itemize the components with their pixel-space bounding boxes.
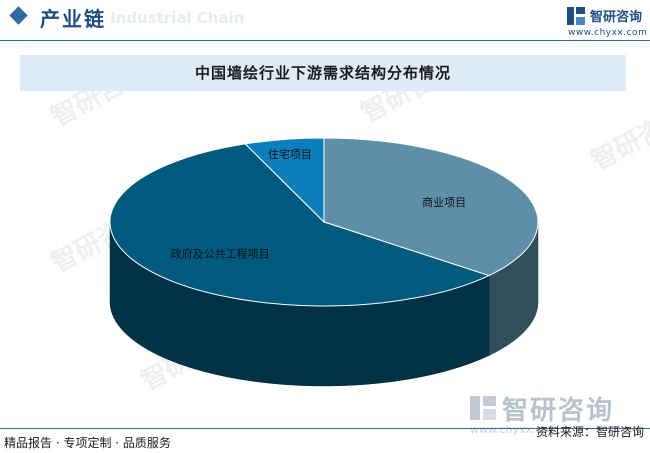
section-title: 产业链 [40, 7, 106, 31]
logo-url: www.chyxx.com [568, 28, 648, 38]
slice-label: 住宅项目 [268, 147, 312, 161]
footer-url-watermark: www.chyxx.com [470, 423, 560, 436]
pie-slice-1 [109, 143, 491, 307]
logo: 智研咨询 www.chyxx.com [566, 4, 648, 40]
pie-slice-0 [323, 137, 539, 277]
header-ghost-text: Industrial Chain [110, 9, 245, 27]
slice-label: 商业项目 [422, 195, 466, 209]
header: Industrial Chain 产业链 智研咨询 www.chyxx.com [0, 0, 650, 42]
footer-tagline: 精品报告 · 专项定制 · 品质服务 [4, 436, 171, 450]
header-divider [0, 40, 650, 41]
footer-logo-icon [470, 396, 496, 420]
logo-mark-icon [567, 7, 585, 25]
chart-title: 中国墙绘行业下游需求结构分布情况 [194, 64, 451, 82]
chart-title-band: 中国墙绘行业下游需求结构分布情况 [20, 55, 626, 91]
slice-label: 政府及公共工程项目 [171, 247, 270, 261]
footer-divider [0, 428, 650, 429]
logo-name: 智研咨询 [590, 10, 643, 25]
data-source: 资料来源：智研咨询 [535, 425, 644, 439]
footer-brand-watermark: 智研咨询 [502, 396, 615, 426]
pie-slice-2 [244, 137, 325, 224]
